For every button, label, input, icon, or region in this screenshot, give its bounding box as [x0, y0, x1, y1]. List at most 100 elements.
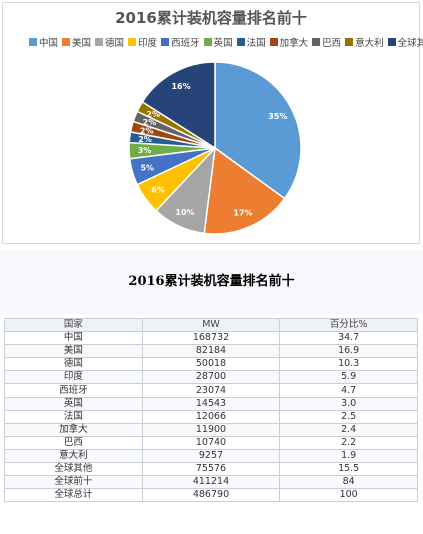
- table-row: 全球其他 75576 15.5: [4, 462, 418, 477]
- table-cell: 84: [279, 475, 418, 490]
- table-cell: 3.0: [279, 396, 418, 411]
- table-row: 西班牙 23074 4.7: [4, 383, 418, 398]
- column-header: MW: [141, 317, 281, 333]
- table-header-row: 国家 MW 百分比%: [4, 317, 418, 333]
- table-row: 全球前十 411214 84: [4, 475, 418, 490]
- table-row: 美国 82184 16.9: [4, 344, 418, 359]
- table-row: 英国 14543 3.0: [4, 396, 418, 411]
- chart-title: 2016累计装机容量排名前十: [115, 9, 307, 27]
- table-cell: 16.9: [279, 344, 418, 359]
- legend-item: 法国: [236, 35, 266, 49]
- table-cell: 西班牙: [4, 383, 143, 398]
- slice-data-label: 16%: [171, 82, 190, 91]
- table-body: 中国 168732 34.7 美国 82184 16.9 德国 50018 10.3 印度 2870…: [4, 331, 418, 503]
- table-row: 中国 168732 34.7: [4, 331, 418, 346]
- legend-label: 巴西: [322, 38, 342, 49]
- slice-data-label: 10%: [175, 208, 194, 217]
- slice-data-label: 2%: [143, 118, 157, 127]
- table-title: 2016累计装机容量排名前十: [128, 274, 295, 289]
- legend-item: 巴西: [312, 35, 341, 49]
- section-gap: [0, 250, 423, 314]
- column-header: 国家: [4, 317, 143, 333]
- legend-label: 中国: [39, 38, 59, 49]
- legend-swatch: [236, 38, 245, 46]
- legend-swatch: [161, 38, 170, 46]
- legend-item: 德国: [95, 35, 124, 49]
- legend-item: 印度: [128, 35, 157, 49]
- legend-label: 美国: [72, 38, 92, 49]
- legend-swatch: [62, 38, 71, 46]
- slice-data-label: 2%: [140, 126, 154, 135]
- table-cell: 9257: [141, 448, 281, 464]
- legend-swatch: [128, 38, 137, 46]
- table-cell: 印度: [4, 370, 143, 385]
- table-cell: 28700: [141, 370, 281, 385]
- table-cell: 34.7: [279, 331, 418, 346]
- legend-label: 德国: [105, 38, 125, 49]
- legend-label: 加拿大: [279, 38, 309, 49]
- table-cell: 10.3: [279, 357, 418, 372]
- legend-item: 英国: [203, 35, 233, 49]
- legend-item: 美国: [62, 35, 91, 49]
- table-row: 德国 50018 10.3: [4, 357, 418, 372]
- legend-swatch: [29, 38, 37, 46]
- table-cell: 14543: [141, 396, 281, 411]
- legend-item: 意大利: [345, 35, 384, 49]
- table-row: 加拿大 11900 2.4: [4, 422, 418, 437]
- legend-label: 西班牙: [171, 38, 200, 49]
- table-cell: 2.5: [279, 409, 418, 424]
- table-cell: 15.5: [279, 462, 418, 477]
- slice-data-label: 2%: [146, 110, 160, 119]
- table-cell: 意大利: [4, 448, 143, 464]
- table-cell: 美国: [4, 344, 143, 359]
- slice-data-label: 6%: [151, 185, 165, 194]
- legend-swatch: [345, 38, 354, 46]
- slice-data-label: 2%: [138, 135, 152, 144]
- legend-label: 印度: [138, 38, 158, 49]
- table-cell: 加拿大: [4, 422, 143, 437]
- table-cell: 10740: [141, 435, 281, 450]
- table-row: 全球总计 486790 100: [4, 488, 418, 503]
- table-cell: 12066: [141, 409, 281, 424]
- table-cell: 82184: [141, 344, 281, 359]
- table-cell: 巴西: [4, 435, 143, 450]
- table-cell: 全球前十: [4, 475, 143, 490]
- legend-swatch: [312, 38, 321, 46]
- slice-data-label: 17%: [233, 209, 252, 218]
- pie-chart: 35%17%10%6%5%3%2%2%2%2%16%: [128, 61, 302, 235]
- legend-label: 法国: [246, 38, 266, 49]
- table-cell: 50018: [141, 357, 281, 372]
- table-cell: 1.9: [279, 448, 418, 464]
- table-cell: 4.7: [279, 383, 418, 398]
- legend-item: 全球其他: [387, 35, 423, 49]
- legend-swatch: [203, 38, 212, 46]
- table-row: 印度 28700 5.9: [4, 370, 418, 385]
- table-cell: 411214: [141, 475, 281, 490]
- data-table: 国家 MW 百分比% 中国 168732 34.7 美国 82184 16.9 德国 50018 1…: [4, 317, 418, 503]
- chart-panel: 2016累计装机容量排名前十 中国 美国 德国 印度 西班牙 英国 法国 加拿大 巴西 意大利 全球…: [2, 2, 423, 244]
- table-cell: 德国: [4, 357, 143, 372]
- table-cell: 23074: [141, 383, 281, 398]
- slice-data-label: 3%: [138, 146, 152, 155]
- table-cell: 168732: [141, 331, 281, 346]
- legend-item: 西班牙: [161, 35, 200, 49]
- pie-slice: [203, 146, 286, 235]
- table-cell: 2.4: [279, 422, 418, 437]
- legend-swatch: [95, 38, 104, 46]
- pie-slice: [141, 61, 216, 150]
- legend-label: 全球其他: [397, 38, 423, 49]
- legend-label: 意大利: [355, 38, 384, 49]
- legend-swatch: [269, 38, 278, 46]
- table-row: 意大利 9257 1.9: [4, 448, 418, 464]
- legend-swatch: [387, 38, 396, 46]
- legend-label: 英国: [213, 38, 233, 49]
- table-cell: 486790: [141, 488, 281, 503]
- table-cell: 全球其他: [4, 462, 143, 477]
- legend-item: 加拿大: [269, 35, 309, 49]
- table-cell: 全球总计: [4, 488, 143, 503]
- legend-item: 中国: [29, 35, 58, 49]
- table-cell: 中国: [4, 331, 143, 346]
- table-cell: 2.2: [279, 435, 418, 450]
- table-cell: 5.9: [279, 370, 418, 385]
- table-cell: 英国: [4, 396, 143, 411]
